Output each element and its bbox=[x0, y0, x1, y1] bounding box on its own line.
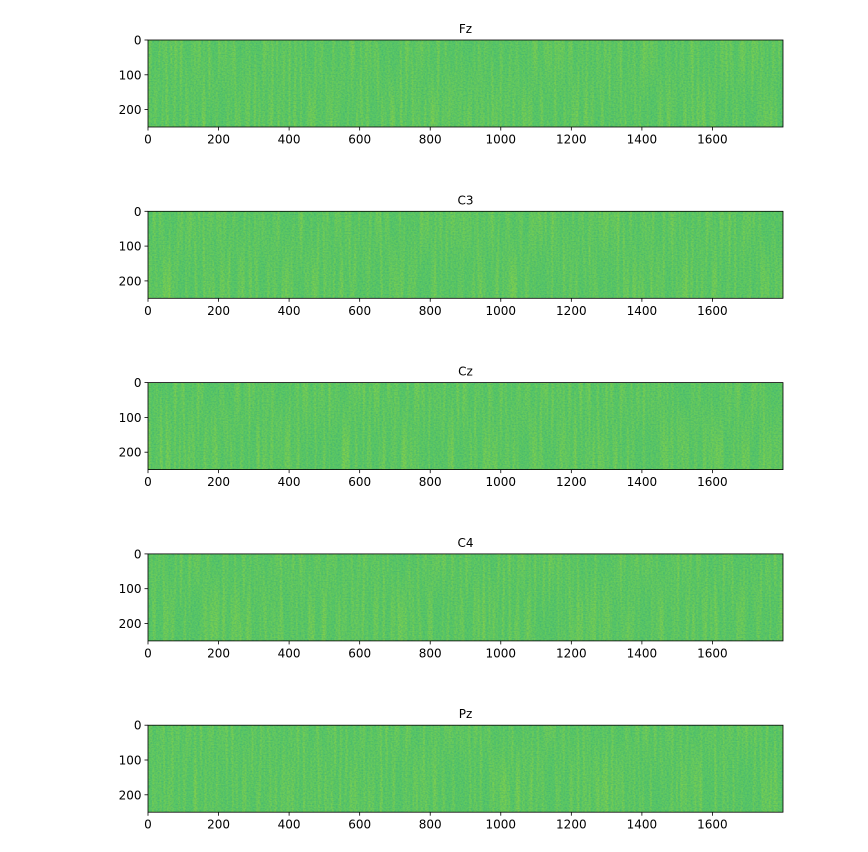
x-tick-label: 600 bbox=[348, 818, 371, 832]
x-tick-label: 0 bbox=[144, 646, 152, 660]
axes-frame bbox=[147, 210, 784, 299]
subplot-title: C3 bbox=[457, 193, 473, 207]
y-tick-label: 200 bbox=[119, 103, 142, 117]
y-tick-label: 100 bbox=[119, 754, 142, 768]
x-tick-label: 1400 bbox=[627, 133, 658, 147]
heatmap-fine-texture bbox=[148, 382, 783, 470]
x-tick-label: 600 bbox=[348, 133, 371, 147]
y-tick-label: 200 bbox=[119, 446, 142, 460]
x-tick-label: 1400 bbox=[627, 475, 658, 489]
x-tick-label: 200 bbox=[207, 304, 230, 318]
y-tick-label: 100 bbox=[119, 411, 142, 425]
x-tick-label: 800 bbox=[419, 304, 442, 318]
x-tick-label: 1600 bbox=[697, 646, 728, 660]
subplot-title: Pz bbox=[459, 707, 473, 721]
x-tick-label: 1000 bbox=[486, 475, 517, 489]
x-tick-label: 800 bbox=[419, 133, 442, 147]
x-tick-label: 1000 bbox=[486, 133, 517, 147]
axes-frame bbox=[147, 382, 784, 471]
subplot-grid: Fz0 200 400 600 800 1000 1200 1400 16000100200C3… bbox=[119, 22, 784, 832]
y-tick-label: 200 bbox=[119, 617, 142, 631]
y-tick-label: 200 bbox=[119, 274, 142, 288]
x-tick-label: 1000 bbox=[486, 304, 517, 318]
subplot-title: Cz bbox=[458, 365, 473, 379]
axes-frame bbox=[147, 553, 784, 642]
x-tick-label: 0 bbox=[144, 475, 152, 489]
x-tick-label: 1200 bbox=[556, 133, 587, 147]
subplot-c3: C3 0 200 400 600 800 1000 1200 1400 1600 0 100 200 bbox=[119, 193, 784, 318]
y-tick-label: 100 bbox=[119, 68, 142, 82]
x-tick-label: 200 bbox=[207, 646, 230, 660]
x-tick-label: 1000 bbox=[486, 818, 517, 832]
x-tick-label: 1000 bbox=[486, 646, 517, 660]
axes-frame bbox=[147, 39, 784, 128]
y-tick-label: 200 bbox=[119, 788, 142, 802]
subplot-pz: Pz 0 200 400 600 800 1000 1200 1400 1600 0 100 200 bbox=[119, 707, 784, 832]
subplot-title: Fz bbox=[459, 22, 472, 36]
x-tick-label: 1400 bbox=[627, 818, 658, 832]
y-tick-label: 0 bbox=[134, 376, 142, 390]
x-tick-label: 1400 bbox=[627, 304, 658, 318]
y-tick-label: 0 bbox=[134, 34, 142, 48]
x-tick-label: 1200 bbox=[556, 475, 587, 489]
x-tick-label: 1200 bbox=[556, 818, 587, 832]
x-tick-label: 0 bbox=[144, 133, 152, 147]
x-tick-label: 400 bbox=[278, 818, 301, 832]
y-tick-label: 100 bbox=[119, 240, 142, 254]
x-tick-label: 1200 bbox=[556, 304, 587, 318]
heatmap-fine-texture bbox=[148, 40, 783, 127]
x-tick-label: 1400 bbox=[627, 646, 658, 660]
subplot-fz: Fz 0 200 400 600 800 1000 1200 1400 1600 0 100 200 bbox=[119, 22, 784, 147]
x-tick-label: 600 bbox=[348, 475, 371, 489]
x-tick-label: 1200 bbox=[556, 646, 587, 660]
x-tick-label: 400 bbox=[278, 304, 301, 318]
x-tick-label: 1600 bbox=[697, 304, 728, 318]
x-tick-label: 400 bbox=[278, 475, 301, 489]
x-tick-label: 200 bbox=[207, 475, 230, 489]
x-tick-label: 800 bbox=[419, 475, 442, 489]
axes-frame bbox=[147, 724, 784, 813]
x-tick-label: 600 bbox=[348, 646, 371, 660]
y-tick-label: 100 bbox=[119, 582, 142, 596]
x-tick-label: 200 bbox=[207, 133, 230, 147]
heatmap-fine-texture bbox=[148, 211, 783, 299]
subplot-c4: C4 0 200 400 600 800 1000 1200 1400 1600 0 100 200 bbox=[119, 536, 784, 660]
x-tick-label: 1600 bbox=[697, 818, 728, 832]
x-tick-label: 800 bbox=[419, 646, 442, 660]
subplot-cz: Cz 0 200 400 600 800 1000 1200 1400 1600 0 100 200 bbox=[119, 365, 784, 489]
x-tick-label: 1600 bbox=[697, 475, 728, 489]
y-tick-label: 0 bbox=[134, 719, 142, 733]
y-tick-label: 0 bbox=[134, 205, 142, 219]
x-tick-label: 0 bbox=[144, 304, 152, 318]
x-tick-label: 1600 bbox=[697, 133, 728, 147]
x-tick-label: 800 bbox=[419, 818, 442, 832]
x-tick-label: 200 bbox=[207, 818, 230, 832]
x-tick-label: 400 bbox=[278, 646, 301, 660]
y-tick-label: 0 bbox=[134, 547, 142, 561]
x-tick-label: 400 bbox=[278, 133, 301, 147]
subplot-title: C4 bbox=[457, 536, 473, 550]
heatmap-fine-texture bbox=[148, 553, 783, 641]
heatmap-fine-texture bbox=[148, 725, 783, 813]
x-tick-label: 0 bbox=[144, 818, 152, 832]
x-tick-label: 600 bbox=[348, 304, 371, 318]
